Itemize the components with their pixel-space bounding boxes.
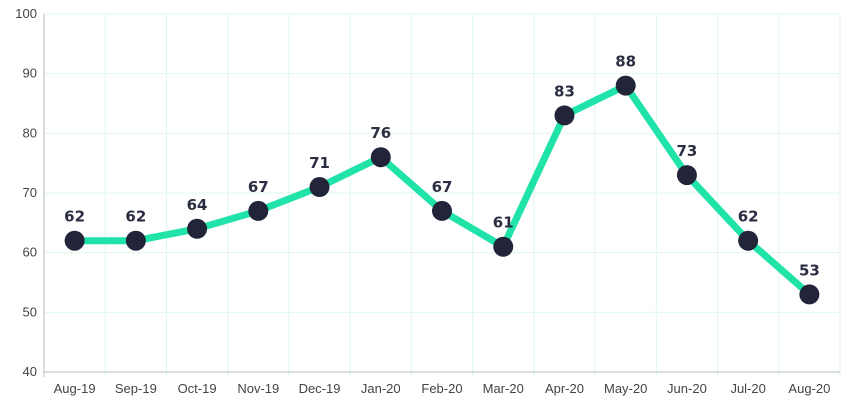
data-point [493,236,514,257]
x-tick-label: Oct-19 [178,381,217,396]
x-tick-label: Sep-19 [115,381,157,396]
series-points [64,75,820,305]
data-point [615,75,636,96]
y-tick-label: 90 [23,66,37,81]
x-tick-label: Dec-19 [299,381,341,396]
data-label: 62 [125,208,146,226]
y-tick-label: 40 [23,364,37,379]
data-label: 71 [309,154,330,172]
data-point [676,165,697,186]
x-tick-label: Aug-20 [788,381,830,396]
data-label: 83 [554,82,575,100]
gridlines [43,13,841,377]
axes [43,14,840,373]
data-point [554,105,575,126]
data-point [370,147,391,168]
y-tick-label: 80 [23,125,37,140]
data-label: 62 [738,208,759,226]
data-point [64,230,85,251]
data-point [248,200,269,221]
x-tick-label: Apr-20 [545,381,584,396]
data-point [125,230,146,251]
x-tick-label: Feb-20 [421,381,462,396]
data-label: 76 [370,124,391,142]
data-label: 67 [248,178,269,196]
data-point [799,284,820,305]
y-tick-label: 50 [23,304,37,319]
data-labels: 62 62 64 67 71 76 67 61 83 88 73 62 53 [64,53,820,280]
x-tick-label: Nov-19 [237,381,279,396]
x-tick-label: Aug-19 [54,381,96,396]
x-tick-label: May-20 [604,381,647,396]
x-axis-tick-labels: Aug-19 Sep-19 Oct-19 Nov-19 Dec-19 Jan-20 Feb-… [54,381,831,396]
data-point [738,230,759,251]
data-label: 88 [615,53,636,71]
y-tick-label: 60 [23,245,37,260]
data-label: 73 [676,142,697,160]
y-axis-tick-labels: 40 50 60 70 80 90 100 [15,6,37,379]
y-tick-label: 100 [15,6,37,21]
data-label: 62 [64,208,85,226]
data-label: 61 [493,214,514,232]
x-tick-label: Mar-20 [483,381,524,396]
x-tick-label: Jan-20 [361,381,401,396]
data-point [432,200,452,221]
data-point [187,218,208,239]
x-tick-label: Jul-20 [730,381,765,396]
y-tick-label: 70 [23,185,37,200]
x-tick-label: Jun-20 [667,381,707,396]
data-label: 67 [432,178,453,196]
data-label: 53 [799,261,820,279]
data-label: 64 [187,196,208,214]
data-point [309,177,330,198]
